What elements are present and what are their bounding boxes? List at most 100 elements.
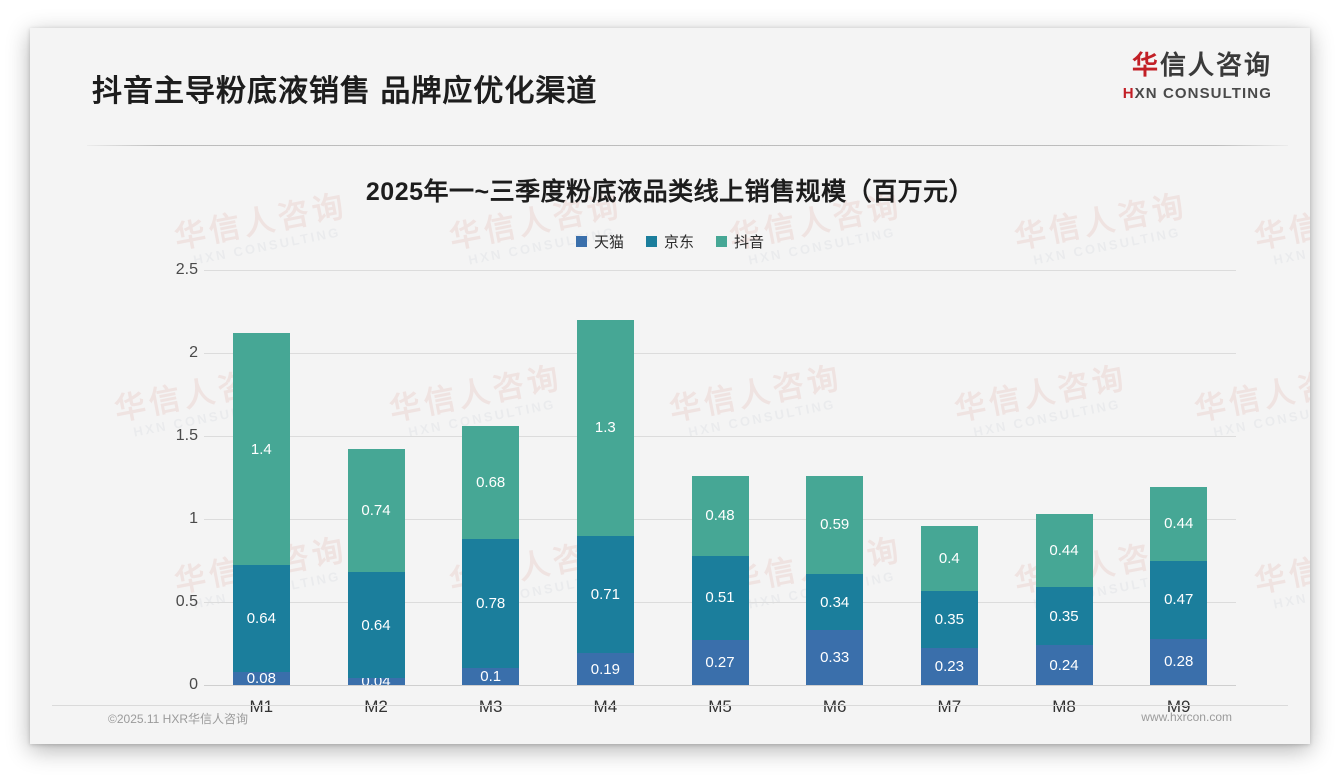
bar-column[interactable]: 0.24 0.35 0.44 M8 bbox=[1007, 270, 1122, 716]
logo-chinese-text: 华信人咨询 bbox=[1123, 52, 1272, 78]
bar-segment-京东[interactable]: 0.47 bbox=[1150, 560, 1208, 639]
bar-segment-天猫[interactable]: 0.04 bbox=[347, 678, 405, 685]
bar-segment-京东[interactable]: 0.78 bbox=[462, 538, 520, 669]
bar-value-label: 0.35 bbox=[1049, 607, 1079, 625]
legend-swatch-icon bbox=[575, 236, 587, 247]
x-axis-tick-label: M4 bbox=[593, 697, 618, 716]
bar-column[interactable]: 0.04 0.64 0.74 M2 bbox=[319, 270, 434, 716]
x-axis-tick-label: M5 bbox=[708, 697, 732, 716]
bar-value-label: 0.48 bbox=[705, 507, 735, 525]
bar-segment-抖音[interactable]: 0.68 bbox=[462, 426, 520, 539]
bar-value-label: 0.33 bbox=[820, 649, 850, 667]
logo-english-text: HXN CONSULTING bbox=[1123, 86, 1272, 101]
gridline bbox=[204, 685, 1236, 686]
y-axis-tick-label: 2 bbox=[189, 344, 198, 361]
stacked-bar[interactable]: 0.33 0.34 0.59 bbox=[806, 475, 864, 685]
y-axis-tick-label: 2.5 bbox=[175, 261, 198, 278]
bar-value-label: 0.74 bbox=[361, 502, 391, 520]
stacked-bar[interactable]: 0.23 0.35 0.4 bbox=[920, 522, 978, 685]
bar-segment-抖音[interactable]: 0.44 bbox=[1035, 514, 1093, 588]
bar-segment-京东[interactable]: 0.64 bbox=[232, 565, 290, 672]
logo-en-rest: XN CONSULTING bbox=[1134, 85, 1272, 102]
slide-card: 华信人咨询 HXN CONSULTING 华信人咨询 HXN CONSULTING 华信… bbox=[30, 28, 1310, 744]
bar-value-label: 0.04 bbox=[361, 678, 390, 685]
bar-column[interactable]: 0.28 0.47 0.44 M9 bbox=[1121, 270, 1236, 716]
legend-item-京东[interactable]: 京东 bbox=[645, 231, 694, 252]
bar-segment-京东[interactable]: 0.64 bbox=[347, 572, 405, 679]
x-axis-tick-label: M8 bbox=[1052, 697, 1076, 716]
slide-footer: ©2025.11 HXR华信人咨询 www.hxrcon.com bbox=[30, 710, 1310, 732]
company-logo: 华信人咨询 HXN CONSULTING bbox=[1123, 52, 1272, 101]
x-axis-tick-label: M2 bbox=[364, 697, 388, 716]
bar-value-label: 0.1 bbox=[480, 668, 502, 685]
legend-item-抖音[interactable]: 抖音 bbox=[716, 231, 764, 252]
bar-column[interactable]: 0.27 0.51 0.48 M5 bbox=[663, 270, 778, 716]
bar-segment-京东[interactable]: 0.34 bbox=[806, 573, 864, 631]
chart-container: 2025年一~三季度粉底液品类线上销售规模（百万元） 天猫 京东 抖音 0 0.5 1 1… bbox=[30, 146, 1310, 716]
bar-segment-天猫[interactable]: 0.33 bbox=[806, 630, 864, 685]
bar-segment-抖音[interactable]: 1.3 bbox=[576, 319, 634, 536]
bar-segment-抖音[interactable]: 0.44 bbox=[1150, 487, 1208, 561]
bar-segment-天猫[interactable]: 0.08 bbox=[232, 671, 290, 685]
bar-segment-天猫[interactable]: 0.19 bbox=[576, 653, 634, 685]
page-title: 抖音主导粉底液销售 品牌应优化渠道 bbox=[92, 75, 598, 108]
bar-segment-京东[interactable]: 0.35 bbox=[1035, 587, 1093, 646]
y-axis-tick-label: 0.5 bbox=[175, 593, 198, 610]
copyright-text: ©2025.11 HXR华信人咨询 bbox=[108, 712, 248, 726]
stacked-bar[interactable]: 0.24 0.35 0.44 bbox=[1035, 514, 1093, 685]
bar-column[interactable]: 0.19 0.71 1.3 M4 bbox=[548, 270, 663, 716]
bar-segment-抖音[interactable]: 0.4 bbox=[920, 525, 978, 591]
stacked-bar[interactable]: 0.04 0.64 0.74 bbox=[347, 449, 405, 685]
logo-en-highlight: H bbox=[1122, 85, 1135, 102]
x-axis-tick-label: M7 bbox=[937, 697, 962, 716]
bar-segment-京东[interactable]: 0.35 bbox=[920, 590, 978, 648]
y-axis-tick-label: 1 bbox=[189, 510, 198, 527]
bar-segment-抖音[interactable]: 1.4 bbox=[232, 333, 290, 566]
bar-column[interactable]: 0.1 0.78 0.68 M3 bbox=[433, 270, 548, 716]
bar-segment-天猫[interactable]: 0.1 bbox=[462, 668, 520, 685]
bar-segment-天猫[interactable]: 0.27 bbox=[691, 640, 749, 685]
bar-column[interactable]: 0.08 0.64 1.4 M1 bbox=[204, 270, 319, 716]
bar-segment-京东[interactable]: 0.51 bbox=[691, 555, 749, 641]
x-axis-tick-label: M6 bbox=[822, 697, 847, 716]
bar-value-label: 0.08 bbox=[246, 671, 276, 685]
logo-cn-highlight: 华 bbox=[1131, 50, 1160, 80]
bar-segment-天猫[interactable]: 0.28 bbox=[1150, 638, 1208, 685]
legend-label: 抖音 bbox=[734, 234, 765, 251]
website-url: www.hxrcon.com bbox=[1141, 710, 1232, 724]
bar-value-label: 0.23 bbox=[934, 657, 964, 675]
chart-title: 2025年一~三季度粉底液品类线上销售规模（百万元） bbox=[365, 178, 975, 206]
bar-segment-抖音[interactable]: 0.74 bbox=[347, 449, 405, 573]
bar-value-label: 0.71 bbox=[590, 586, 620, 604]
header-divider bbox=[87, 145, 1288, 146]
bar-value-label: 0.51 bbox=[705, 589, 735, 607]
bar-value-label: 0.64 bbox=[361, 616, 391, 634]
y-axis-tick-label: 1.5 bbox=[175, 427, 198, 444]
bar-value-label: 0.44 bbox=[1049, 542, 1079, 560]
stacked-bar[interactable]: 0.08 0.64 1.4 bbox=[232, 333, 290, 685]
bar-segment-天猫[interactable]: 0.23 bbox=[920, 647, 978, 685]
bar-segment-京东[interactable]: 0.71 bbox=[576, 535, 634, 654]
stacked-bar[interactable]: 0.1 0.78 0.68 bbox=[462, 426, 520, 685]
bar-value-label: 0.44 bbox=[1164, 515, 1194, 533]
bar-value-label: 0.78 bbox=[476, 595, 506, 613]
stacked-bar[interactable]: 0.19 0.71 1.3 bbox=[576, 319, 634, 685]
bar-segment-抖音[interactable]: 0.59 bbox=[806, 475, 864, 574]
gridline bbox=[204, 436, 1236, 437]
legend-item-天猫[interactable]: 天猫 bbox=[575, 231, 624, 252]
logo-cn-rest: 信人咨询 bbox=[1159, 50, 1272, 80]
stacked-bar[interactable]: 0.28 0.47 0.44 bbox=[1150, 487, 1208, 685]
bar-column[interactable]: 0.33 0.34 0.59 M6 bbox=[777, 270, 892, 716]
bar-segment-抖音[interactable]: 0.48 bbox=[691, 475, 749, 556]
bar-segment-天猫[interactable]: 0.24 bbox=[1035, 645, 1093, 685]
bar-value-label: 0.35 bbox=[934, 610, 964, 628]
gridline bbox=[204, 353, 1236, 354]
stacked-bar[interactable]: 0.27 0.51 0.48 bbox=[691, 475, 749, 685]
legend-swatch-icon bbox=[716, 236, 727, 247]
gridline bbox=[204, 270, 1236, 271]
bar-column[interactable]: 0.23 0.35 0.4 M7 bbox=[892, 270, 1007, 716]
x-axis-tick-label: M9 bbox=[1166, 697, 1191, 716]
legend-label: 天猫 bbox=[593, 234, 624, 251]
bar-value-label: 0.4 bbox=[938, 549, 960, 567]
bar-value-label: 1.4 bbox=[250, 440, 272, 458]
